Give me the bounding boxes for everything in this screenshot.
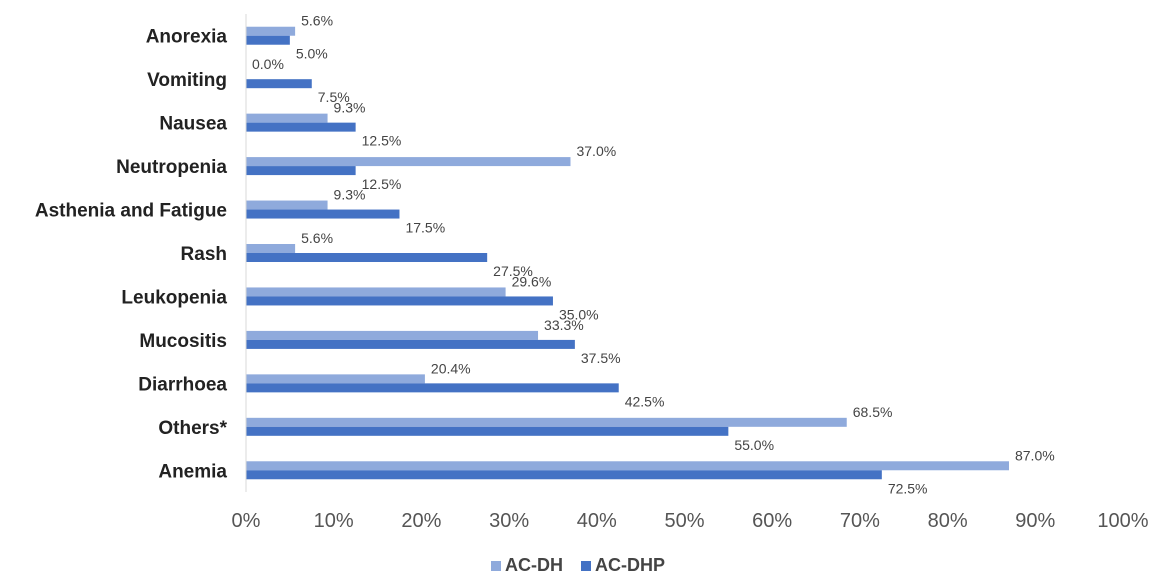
data-label-ac-dh-diarrhoea: 20.4% — [431, 360, 471, 376]
data-label-ac-dhp-leukopenia: 35.0% — [559, 306, 599, 322]
legend-label-ac-dhp: AC-DHP — [595, 555, 665, 575]
data-label-ac-dh-vomiting: 0.0% — [252, 56, 284, 72]
category-label-vomiting: Vomiting — [147, 70, 227, 91]
bar-ac-dh-diarrhoea — [246, 374, 425, 384]
legend-label-ac-dh: AC-DH — [505, 555, 563, 575]
data-label-ac-dh-nausea: 9.3% — [334, 100, 366, 116]
data-label-ac-dh-neutropenia: 37.0% — [576, 143, 616, 159]
bar-ac-dhp-anorexia — [246, 35, 290, 45]
data-label-ac-dhp-neutropenia: 12.5% — [362, 176, 402, 192]
category-label-others: Others* — [158, 418, 227, 439]
bar-ac-dhp-nausea — [246, 122, 356, 132]
x-tick-label: 70% — [840, 510, 880, 532]
x-tick-label: 10% — [314, 510, 354, 532]
x-tick-label: 30% — [489, 510, 529, 532]
data-label-ac-dh-asthenia-and-fatigue: 9.3% — [334, 187, 366, 203]
bar-ac-dh-neutropenia — [246, 157, 571, 167]
bar-ac-dhp-diarrhoea — [246, 383, 619, 393]
category-label-leukopenia: Leukopenia — [121, 287, 227, 308]
bar-ac-dh-nausea — [246, 113, 328, 123]
bar-ac-dh-leukopenia — [246, 287, 506, 297]
bar-ac-dhp-asthenia-and-fatigue — [246, 209, 400, 219]
bar-ac-dh-asthenia-and-fatigue — [246, 200, 328, 210]
data-labels: 5.6%5.0%0.0%7.5%9.3%12.5%37.0%12.5%9.3%1… — [252, 13, 1055, 497]
bar-ac-dhp-vomiting — [246, 79, 312, 89]
category-label-anorexia: Anorexia — [146, 27, 228, 48]
bar-ac-dhp-mucositis — [246, 339, 575, 349]
bars — [246, 26, 1009, 480]
data-label-ac-dh-others: 68.5% — [853, 404, 893, 420]
category-label-neutropenia: Neutropenia — [116, 157, 227, 178]
x-tick-label: 0% — [232, 510, 261, 532]
data-label-ac-dh-mucositis: 33.3% — [544, 317, 584, 333]
bar-ac-dh-anorexia — [246, 26, 296, 36]
bar-ac-dhp-neutropenia — [246, 166, 356, 176]
x-tick-label: 20% — [401, 510, 441, 532]
x-tick-label: 50% — [664, 510, 704, 532]
bar-ac-dh-others — [246, 417, 847, 427]
data-label-ac-dhp-rash: 27.5% — [493, 263, 533, 279]
data-label-ac-dhp-mucositis: 37.5% — [581, 350, 621, 366]
category-label-nausea: Nausea — [159, 114, 227, 135]
x-tick-label: 60% — [752, 510, 792, 532]
category-label-anemia: Anemia — [158, 461, 227, 482]
data-label-ac-dhp-diarrhoea: 42.5% — [625, 393, 665, 409]
x-tick-label: 90% — [1015, 510, 1055, 532]
legend: AC-DH AC-DHP — [491, 555, 665, 575]
bar-ac-dh-rash — [246, 244, 296, 253]
bar-ac-dhp-leukopenia — [246, 296, 553, 306]
data-label-ac-dh-leukopenia: 29.6% — [512, 273, 552, 289]
data-label-ac-dhp-vomiting: 7.5% — [318, 89, 350, 105]
bar-ac-dhp-anemia — [246, 470, 882, 480]
data-label-ac-dh-anorexia: 5.6% — [301, 13, 333, 29]
legend-swatch-ac-dhp — [581, 561, 591, 571]
bar-ac-dh-mucositis — [246, 330, 539, 340]
data-label-ac-dhp-nausea: 12.5% — [362, 133, 402, 149]
bar-ac-dh-anemia — [246, 461, 1009, 471]
data-label-ac-dhp-anemia: 72.5% — [888, 480, 928, 496]
x-tick-label: 40% — [577, 510, 617, 532]
category-labels: Anorexia Vomiting Nausea Neutropenia Astheni… — [35, 27, 228, 483]
bar-ac-dhp-others — [246, 426, 729, 436]
category-label-mucositis: Mucositis — [139, 331, 227, 352]
data-label-ac-dhp-anorexia: 5.0% — [296, 46, 328, 62]
x-tick-label: 80% — [928, 510, 968, 532]
data-label-ac-dh-rash: 5.6% — [301, 230, 333, 246]
data-label-ac-dhp-others: 55.0% — [734, 437, 774, 453]
data-label-ac-dhp-asthenia-and-fatigue: 17.5% — [405, 220, 445, 236]
category-label-rash: Rash — [181, 244, 227, 265]
x-tick-label: 100% — [1097, 510, 1148, 532]
category-label-diarrhoea: Diarrhoea — [138, 374, 227, 395]
data-label-ac-dh-anemia: 87.0% — [1015, 447, 1055, 463]
bar-ac-dhp-rash — [246, 253, 488, 262]
x-axis-tick-labels: 0% 10% 20% 30% 40% 50% 60% 70% 80% 90% 100% — [232, 510, 1149, 532]
legend-swatch-ac-dh — [491, 561, 501, 571]
category-label-asthenia-and-fatigue: Asthenia and Fatigue — [35, 201, 227, 222]
